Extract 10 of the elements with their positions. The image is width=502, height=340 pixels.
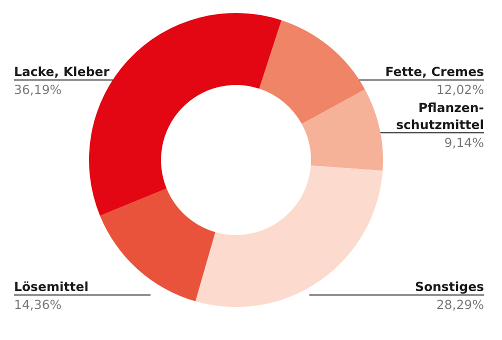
slice-label: Lösemittel: [14, 279, 88, 294]
slice-label: Sonstiges: [414, 279, 484, 294]
slice-label: Pflanzen- schutzmittel: [396, 100, 484, 132]
slice-label: Fette, Cremes: [385, 64, 484, 79]
data-label: 12,02%: [436, 82, 484, 97]
data-label: 9,14%: [444, 134, 484, 150]
data-label: 36,19%: [14, 82, 62, 97]
data-label: 28,29%: [436, 297, 484, 312]
data-label: 14,36%: [14, 297, 62, 312]
slice-label: Lacke, Kleber: [14, 64, 110, 79]
